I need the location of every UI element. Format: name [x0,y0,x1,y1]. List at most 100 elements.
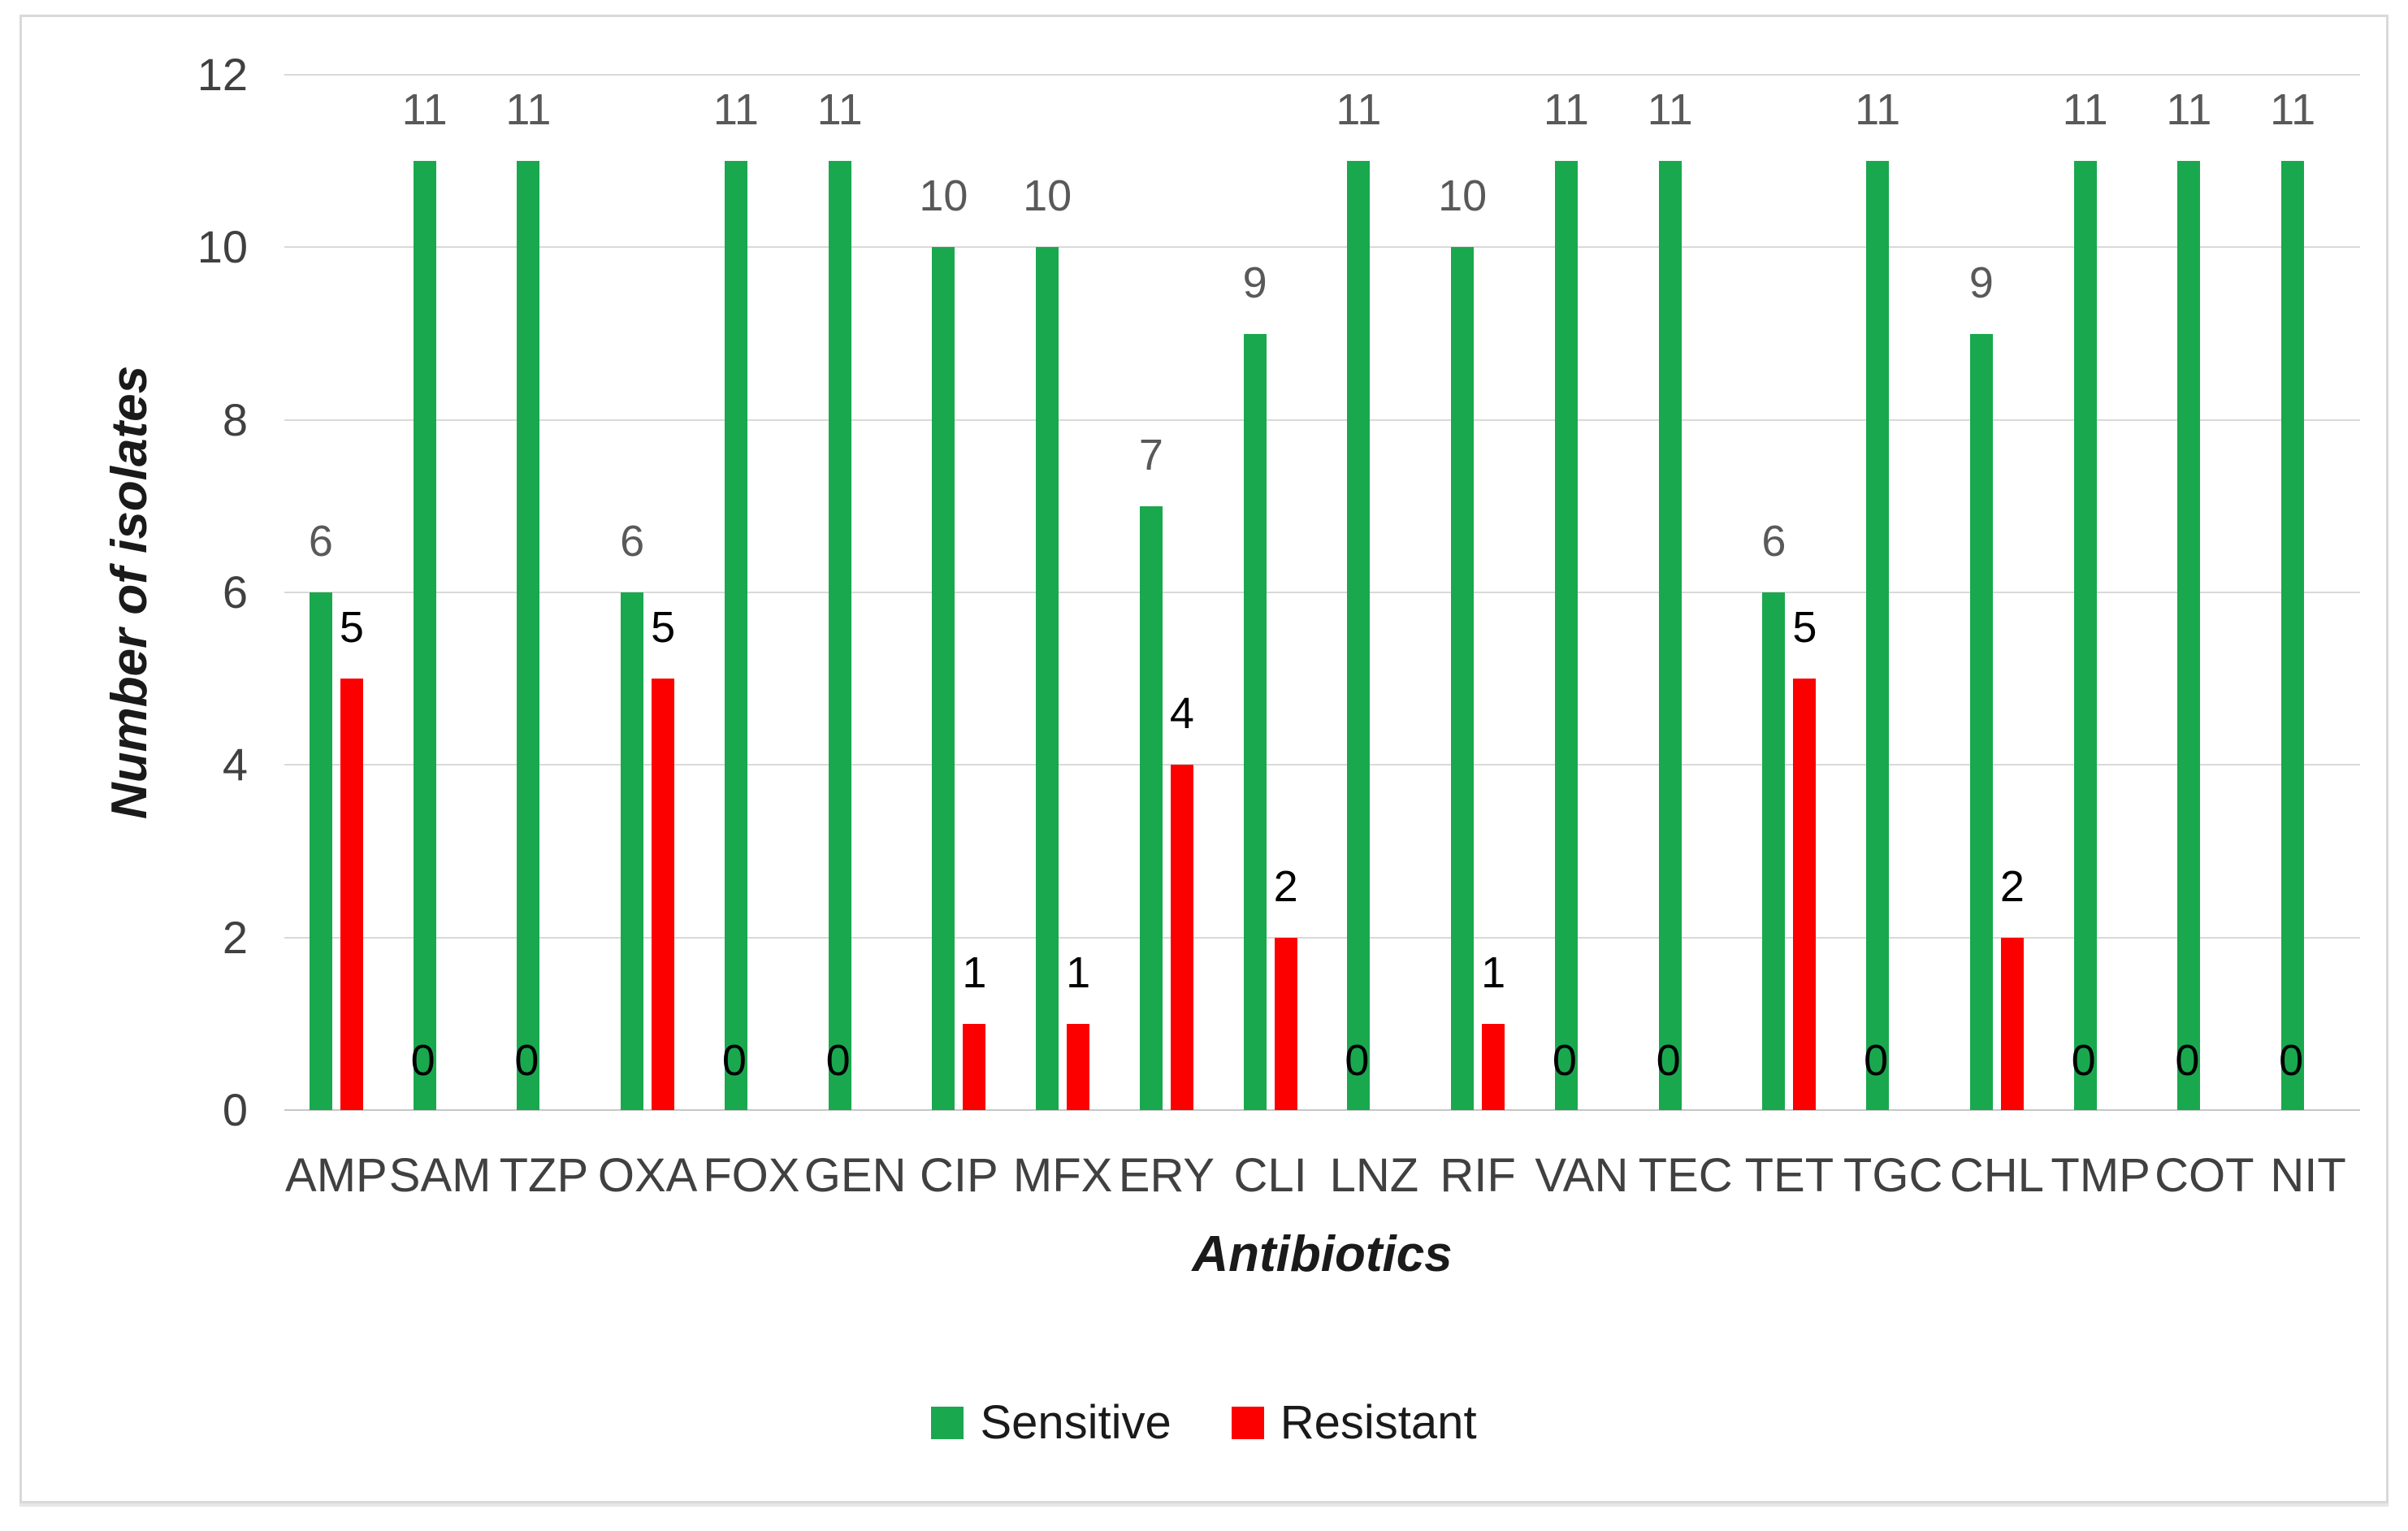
x-tick-label-RIF: RIF [1440,1149,1516,1202]
data-label-sensitive-CLI: 9 [1242,258,1267,307]
legend-label-resistant: Resistant [1280,1396,1477,1449]
legend-swatch-resistant [1231,1407,1264,1439]
bar-resistant-AMP [340,679,363,1110]
data-label-resistant-CLI: 2 [1273,861,1298,911]
bar-sensitive-COT [2177,161,2201,1110]
data-label-sensitive-GEN: 11 [816,85,863,135]
data-label-resistant-TET: 5 [1792,603,1817,653]
y-tick-label: 12 [197,49,248,100]
data-label-sensitive-RIF: 10 [1438,171,1488,221]
data-label-sensitive-LNZ: 11 [1336,85,1382,135]
data-label-resistant-TZP: 0 [514,1036,539,1085]
y-tick-label: 6 [222,566,248,618]
gridline [284,74,2360,76]
gridline [284,1109,2360,1111]
data-label-resistant-TGC: 0 [1864,1036,1889,1085]
data-label-sensitive-VAN: 11 [1543,85,1589,135]
x-tick-label-ERY: ERY [1118,1149,1215,1202]
y-tick-label: 4 [222,739,248,791]
x-tick-label-AMP: AMP [285,1149,388,1202]
data-label-resistant-CHL: 2 [1999,861,2025,911]
bar-sensitive-VAN [1554,161,1578,1110]
data-label-sensitive-TET: 6 [1761,517,1787,566]
bar-sensitive-LNZ [1347,161,1371,1110]
bar-sensitive-CLI [1243,333,1267,1110]
bar-resistant-CLI [1274,937,1297,1110]
bar-resistant-TET [1793,679,1817,1110]
x-tick-label-TZP: TZP [499,1149,589,1202]
bar-sensitive-GEN [828,161,851,1110]
x-tick-label-GEN: GEN [803,1149,907,1202]
bar-sensitive-NIT [2281,161,2305,1110]
data-label-sensitive-MFX: 10 [1023,171,1072,221]
bar-sensitive-TZP [517,161,540,1110]
legend-item-sensitive: Sensitive [931,1396,1172,1449]
data-label-resistant-AMP: 5 [339,603,364,653]
bar-sensitive-RIF [1451,247,1475,1110]
legend-item-resistant: Resistant [1231,1396,1477,1449]
data-label-sensitive-CIP: 10 [919,171,968,221]
x-tick-label-COT: COT [2155,1149,2254,1202]
data-label-resistant-NIT: 0 [2279,1036,2304,1085]
bar-resistant-RIF [1482,1023,1505,1110]
legend: Sensitive Resistant [19,1399,2389,1446]
gridline [284,419,2360,421]
bar-sensitive-TMP [2073,161,2097,1110]
x-tick-label-FOX: FOX [703,1149,800,1202]
data-label-resistant-COT: 0 [2175,1036,2200,1085]
bar-sensitive-CIP [932,247,955,1110]
data-label-sensitive-TMP: 11 [2062,85,2108,135]
bar-sensitive-SAM [413,161,436,1110]
data-label-sensitive-OXA: 6 [620,517,645,566]
y-tick-label: 8 [222,393,248,445]
data-label-resistant-FOX: 0 [721,1036,747,1085]
bar-sensitive-ERY [1139,505,1163,1110]
y-tick-label: 0 [222,1084,248,1135]
bar-sensitive-TET [1762,592,1786,1110]
bar-sensitive-AMP [309,592,332,1110]
bar-resistant-MFX [1067,1023,1090,1110]
bar-sensitive-TGC [1866,161,1890,1110]
data-label-resistant-CIP: 1 [962,948,987,997]
y-tick-label: 2 [222,911,248,963]
data-label-resistant-GEN: 0 [825,1036,851,1085]
data-label-resistant-RIF: 1 [1481,948,1506,997]
data-label-sensitive-NIT: 11 [2270,85,2316,135]
data-label-resistant-LNZ: 0 [1345,1036,1370,1085]
x-tick-label-CHL: CHL [1949,1149,2044,1202]
data-label-sensitive-TGC: 11 [1855,85,1901,135]
x-axis-title: Antibiotics [1192,1226,1453,1282]
data-label-resistant-SAM: 0 [410,1036,435,1085]
x-tick-label-SAM: SAM [388,1149,492,1202]
x-tick-label-NIT: NIT [2270,1149,2346,1202]
bar-resistant-OXA [652,679,675,1110]
y-axis-title: Number of isolates [102,365,158,820]
x-tick-label-VAN: VAN [1535,1149,1629,1202]
legend-swatch-sensitive [931,1407,964,1439]
data-label-sensitive-TEC: 11 [1647,85,1693,135]
gridline [284,246,2360,249]
data-label-sensitive-AMP: 6 [308,517,333,566]
gridline [284,936,2360,939]
data-label-resistant-ERY: 4 [1169,689,1194,739]
bar-sensitive-CHL [1969,333,1993,1110]
bar-sensitive-OXA [621,592,644,1110]
legend-label-sensitive: Sensitive [980,1396,1172,1449]
data-label-resistant-TMP: 0 [2071,1036,2096,1085]
x-tick-label-LNZ: LNZ [1329,1149,1419,1202]
x-tick-label-OXA: OXA [597,1149,698,1202]
x-tick-label-CIP: CIP [920,1149,998,1202]
data-label-resistant-VAN: 0 [1552,1036,1577,1085]
data-label-resistant-TEC: 0 [1656,1036,1681,1085]
x-tick-label-CLI: CLI [1233,1149,1307,1202]
data-label-resistant-OXA: 5 [651,603,676,653]
data-label-sensitive-SAM: 11 [401,85,448,135]
data-label-resistant-MFX: 1 [1066,948,1091,997]
gridline [284,592,2360,593]
data-label-sensitive-COT: 11 [2166,85,2212,135]
x-tick-label-MFX: MFX [1012,1149,1113,1202]
x-tick-label-TEC: TEC [1638,1149,1733,1202]
bar-sensitive-FOX [724,161,747,1110]
data-label-sensitive-TZP: 11 [505,85,552,135]
